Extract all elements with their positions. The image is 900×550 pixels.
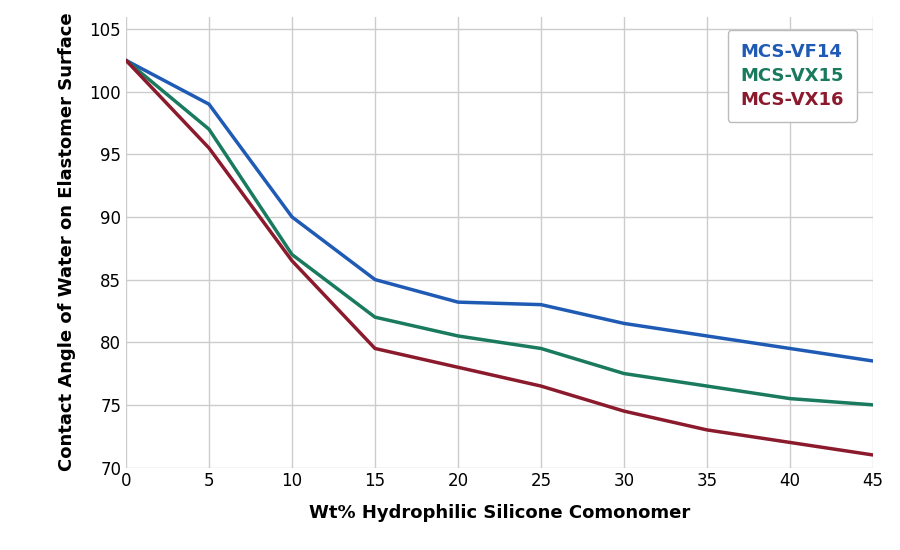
- MCS-VF14: [785, 345, 796, 352]
- MCS-VX16: [785, 439, 796, 446]
- X-axis label: Wt% Hydrophilic Silicone Comonomer: Wt% Hydrophilic Silicone Comonomer: [309, 504, 690, 522]
- MCS-VX16: [370, 345, 381, 352]
- MCS-VX16: [536, 383, 546, 389]
- MCS-VF14: [536, 301, 546, 308]
- MCS-VX15: [203, 126, 214, 133]
- MCS-VX16: [453, 364, 464, 371]
- Legend: MCS-VF14, MCS-VX15, MCS-VX16: MCS-VF14, MCS-VX15, MCS-VX16: [728, 30, 857, 122]
- MCS-VX15: [453, 333, 464, 339]
- MCS-VF14: [453, 299, 464, 305]
- MCS-VX15: [286, 251, 297, 258]
- MCS-VX15: [702, 383, 713, 389]
- MCS-VX15: [536, 345, 546, 352]
- MCS-VX15: [785, 395, 796, 402]
- MCS-VF14: [702, 333, 713, 339]
- MCS-VF14: [203, 101, 214, 107]
- Y-axis label: Contact Angle of Water on Elastomer Surface: Contact Angle of Water on Elastomer Surf…: [58, 13, 76, 471]
- MCS-VX16: [121, 57, 131, 64]
- Line: MCS-VX15: MCS-VX15: [126, 60, 873, 405]
- MCS-VX16: [203, 145, 214, 151]
- MCS-VX16: [286, 257, 297, 264]
- MCS-VF14: [618, 320, 629, 327]
- MCS-VX16: [618, 408, 629, 415]
- Line: MCS-VF14: MCS-VF14: [126, 60, 873, 361]
- Line: MCS-VX16: MCS-VX16: [126, 60, 873, 455]
- MCS-VF14: [121, 57, 131, 64]
- MCS-VX15: [618, 370, 629, 377]
- MCS-VX16: [702, 427, 713, 433]
- MCS-VX16: [868, 452, 878, 458]
- MCS-VX15: [121, 57, 131, 64]
- MCS-VX15: [868, 402, 878, 408]
- MCS-VX15: [370, 314, 381, 321]
- MCS-VF14: [370, 276, 381, 283]
- MCS-VF14: [868, 358, 878, 364]
- MCS-VF14: [286, 213, 297, 220]
